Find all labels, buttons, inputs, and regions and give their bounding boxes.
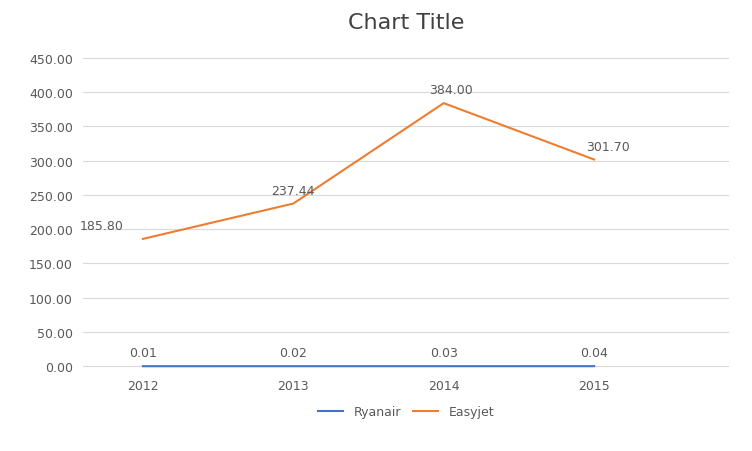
Line: Easyjet: Easyjet xyxy=(143,104,594,239)
Ryanair xyxy=(439,364,448,369)
Easyjet xyxy=(289,202,298,207)
Ryanair xyxy=(590,364,599,369)
Ryanair xyxy=(138,364,147,369)
Easyjet xyxy=(138,237,147,242)
Ryanair xyxy=(289,364,298,369)
Text: 0.01: 0.01 xyxy=(129,346,157,359)
Text: 185.80: 185.80 xyxy=(79,220,123,232)
Legend: Ryanair, Easyjet: Ryanair, Easyjet xyxy=(314,401,498,422)
Easyjet xyxy=(590,157,599,163)
Text: 384.00: 384.00 xyxy=(429,84,472,97)
Text: 301.70: 301.70 xyxy=(586,140,630,153)
Text: 0.04: 0.04 xyxy=(580,346,608,359)
Text: 237.44: 237.44 xyxy=(271,184,315,197)
Easyjet xyxy=(439,101,448,106)
Title: Chart Title: Chart Title xyxy=(348,13,464,32)
Text: 0.03: 0.03 xyxy=(429,346,458,359)
Text: 0.02: 0.02 xyxy=(279,346,308,359)
